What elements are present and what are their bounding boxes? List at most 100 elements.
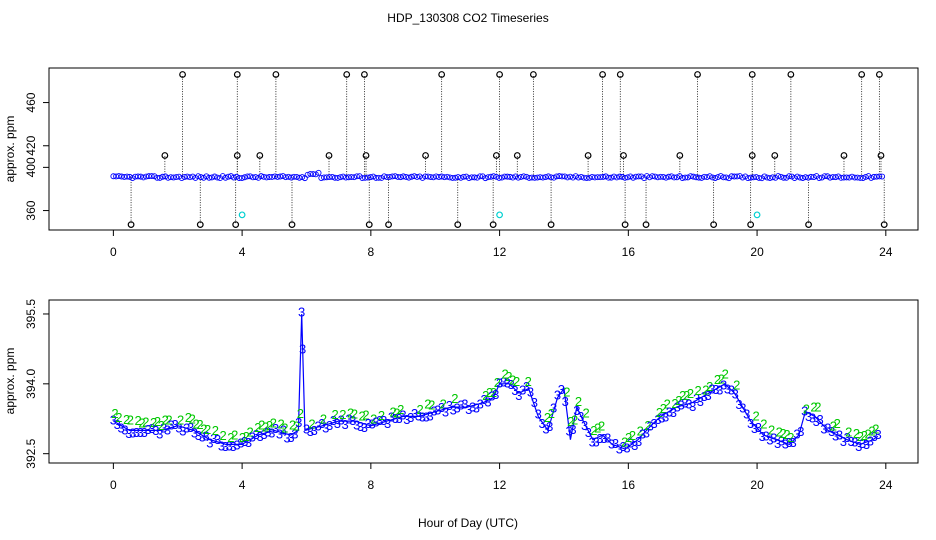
baseline-point xyxy=(693,174,700,181)
marker-3: 3 xyxy=(593,434,600,449)
marker-3: 3 xyxy=(253,427,260,442)
baseline-point xyxy=(835,173,842,180)
baseline-point xyxy=(518,173,524,180)
marker-3: 3 xyxy=(349,413,356,428)
top-x-tick-label: 4 xyxy=(239,245,246,259)
marker-3: 3 xyxy=(515,388,522,403)
spike-point-low xyxy=(489,221,497,229)
baseline-point xyxy=(452,174,459,181)
baseline-point xyxy=(496,174,503,181)
marker-2: 2 xyxy=(135,413,142,428)
marker-3: 3 xyxy=(697,394,704,409)
marker-3: 3 xyxy=(569,422,576,437)
baseline-point xyxy=(756,174,762,181)
marker-2: 2 xyxy=(675,393,682,408)
cyan-point xyxy=(238,211,246,219)
marker-2: 2 xyxy=(347,405,354,420)
marker-3: 3 xyxy=(747,416,754,431)
marker-2: 2 xyxy=(637,423,644,438)
baseline-point xyxy=(539,174,546,181)
marker-3: 3 xyxy=(871,429,878,444)
marker-2: 2 xyxy=(548,406,555,421)
marker-2: 2 xyxy=(165,412,172,427)
baseline-point xyxy=(764,174,771,181)
baseline-point xyxy=(228,173,234,180)
marker-3: 3 xyxy=(260,427,267,442)
baseline-point xyxy=(572,173,579,180)
marker-3: 3 xyxy=(770,431,777,446)
marker-2: 2 xyxy=(787,430,794,445)
marker-3: 3 xyxy=(145,422,152,437)
marker-3: 3 xyxy=(326,418,333,433)
baseline-point xyxy=(170,174,177,181)
baseline-point xyxy=(145,173,152,180)
marker-3: 3 xyxy=(492,387,499,402)
baseline-point xyxy=(720,174,727,181)
baseline-point xyxy=(460,173,467,180)
marker-3: 3 xyxy=(793,427,800,442)
baseline-point xyxy=(397,174,404,181)
panel-top-raw: 0 4 8 12 16 20 24 360 400 420 460 approx. ppm xyxy=(3,67,919,259)
marker-2: 2 xyxy=(525,374,532,389)
baseline-point xyxy=(734,173,741,180)
spike-point-mid xyxy=(620,152,627,159)
baseline-point xyxy=(247,173,254,180)
marker-3: 3 xyxy=(110,413,117,428)
marker-3: 3 xyxy=(372,414,379,429)
baseline-point xyxy=(271,173,278,180)
marker-3: 3 xyxy=(399,407,406,422)
marker-2: 2 xyxy=(706,379,713,394)
marker-3: 3 xyxy=(496,375,503,390)
baseline-point xyxy=(846,174,853,181)
marker-2: 2 xyxy=(714,372,721,387)
marker-3: 3 xyxy=(125,426,132,441)
marker-3-peak: 3 xyxy=(298,305,305,320)
baseline-point xyxy=(799,175,806,181)
baseline-point xyxy=(140,174,147,181)
baseline-point xyxy=(791,175,798,181)
spike-point-high xyxy=(694,71,701,78)
marker-2: 2 xyxy=(482,388,489,403)
spike-point-high xyxy=(599,71,606,78)
baseline-point xyxy=(280,173,286,179)
marker-3: 3 xyxy=(817,412,824,427)
marker-2: 2 xyxy=(231,428,238,443)
baseline-point xyxy=(249,174,256,181)
marker-2: 2 xyxy=(671,396,678,411)
marker-2: 2 xyxy=(332,407,339,422)
marker-2: 2 xyxy=(830,418,837,433)
spike-point-mid xyxy=(513,152,521,159)
spike-point-low xyxy=(880,221,888,229)
baseline-point xyxy=(542,174,549,180)
marker-3: 3 xyxy=(226,438,233,453)
marker-3: 3 xyxy=(214,432,221,447)
baseline-point xyxy=(411,173,418,180)
marker-3: 3 xyxy=(469,400,476,415)
baseline-point xyxy=(195,173,202,180)
marker-3: 3 xyxy=(291,427,298,442)
marker-3: 3 xyxy=(168,417,175,432)
baseline-point xyxy=(509,174,516,181)
baseline-point xyxy=(854,174,861,181)
baseline-point xyxy=(233,173,240,180)
baseline-point xyxy=(167,174,174,181)
baseline-point xyxy=(498,174,505,181)
marker-3: 3 xyxy=(739,401,746,416)
marker-3: 3 xyxy=(844,430,851,445)
marker-3: 3 xyxy=(179,423,186,438)
baseline-point xyxy=(816,175,823,181)
marker-2: 2 xyxy=(644,418,651,433)
marker-3: 3 xyxy=(523,379,530,394)
marker-3: 3 xyxy=(538,416,545,431)
baseline-point xyxy=(323,174,330,181)
marker-3: 3 xyxy=(206,435,213,450)
spike-point-high xyxy=(787,71,795,78)
baseline-point xyxy=(583,175,590,182)
baseline-point xyxy=(600,173,607,180)
baseline-point xyxy=(630,174,637,181)
marker-2: 2 xyxy=(266,418,273,433)
baseline-point xyxy=(471,174,478,181)
baseline-point xyxy=(321,174,327,181)
baseline-point xyxy=(663,174,669,181)
top-axes: 0 4 8 12 16 20 24 360 400 420 460 xyxy=(24,92,893,259)
